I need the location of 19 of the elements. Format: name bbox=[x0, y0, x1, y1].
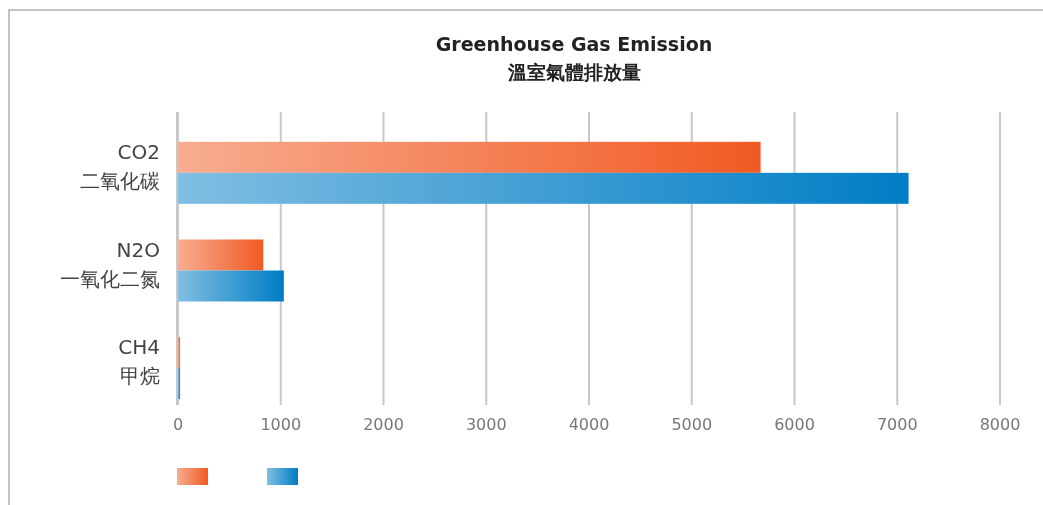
bar bbox=[178, 337, 181, 369]
bar bbox=[178, 172, 909, 204]
x-tick-label: 1000 bbox=[260, 415, 302, 434]
x-tick-label: 6000 bbox=[774, 415, 815, 434]
x-tick-label: 5000 bbox=[671, 415, 713, 434]
x-tick-label: 8000 bbox=[979, 415, 1021, 434]
x-tick-label: 4000 bbox=[568, 415, 610, 434]
bar bbox=[178, 239, 264, 271]
x-tick-label: 0 bbox=[172, 415, 184, 434]
x-tick-label: 3000 bbox=[465, 415, 507, 434]
y-tick-label: N2O 一氧化二氮 bbox=[60, 237, 160, 291]
y-tick-label: CO2 二氧化碳 bbox=[80, 139, 160, 193]
bar bbox=[178, 368, 181, 400]
bar bbox=[178, 270, 284, 302]
chart-title: Greenhouse Gas Emission 溫室氣體排放量 bbox=[435, 33, 713, 83]
x-tick-label: 2000 bbox=[363, 415, 404, 434]
x-tick-label: 7000 bbox=[876, 415, 918, 434]
bar bbox=[178, 141, 761, 173]
y-tick-label: CH4 甲烷 bbox=[118, 335, 160, 389]
